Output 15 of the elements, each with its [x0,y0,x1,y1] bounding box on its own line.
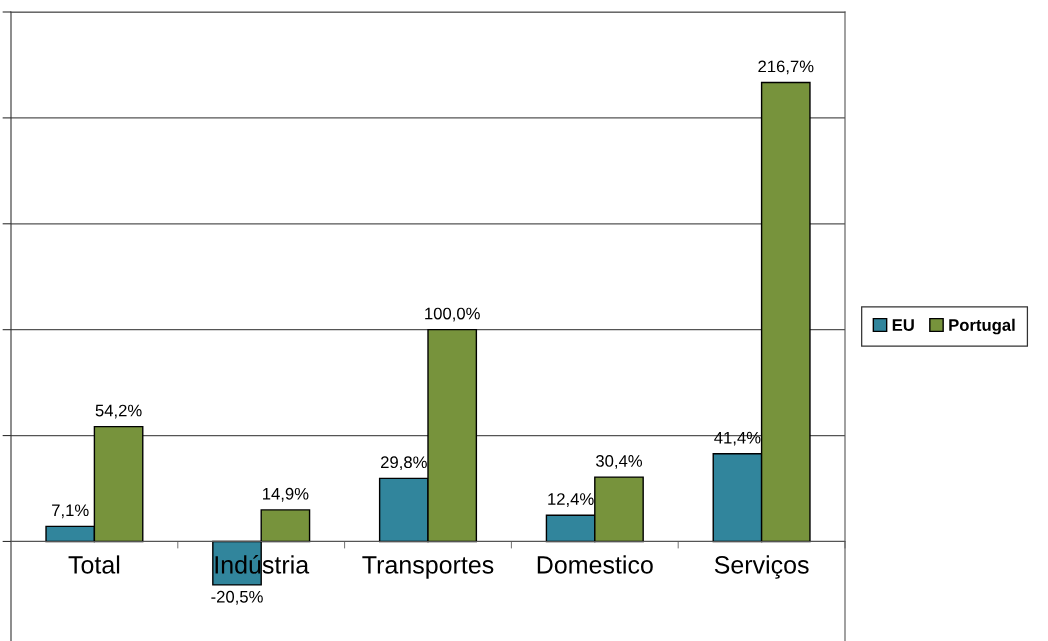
legend-label: Portugal [949,318,1015,335]
data-label: 7,1% [52,504,89,519]
data-label: 29,8% [381,456,427,471]
data-label: 14,9% [263,487,309,502]
data-label: 12,4% [548,493,594,507]
data-label: 100,0% [425,307,480,322]
x-tick-label: Total [68,555,120,574]
x-tick-label: Serviços [714,555,809,579]
x-tick-label: Transportes [362,556,494,579]
data-label: -20,5% [211,590,263,605]
data-label: 54,2% [95,404,142,419]
x-tick-label: Domestico [537,555,653,574]
data-label: 216,7% [758,60,814,75]
legend-label: EU [892,319,914,331]
data-label: 30,4% [595,455,643,469]
